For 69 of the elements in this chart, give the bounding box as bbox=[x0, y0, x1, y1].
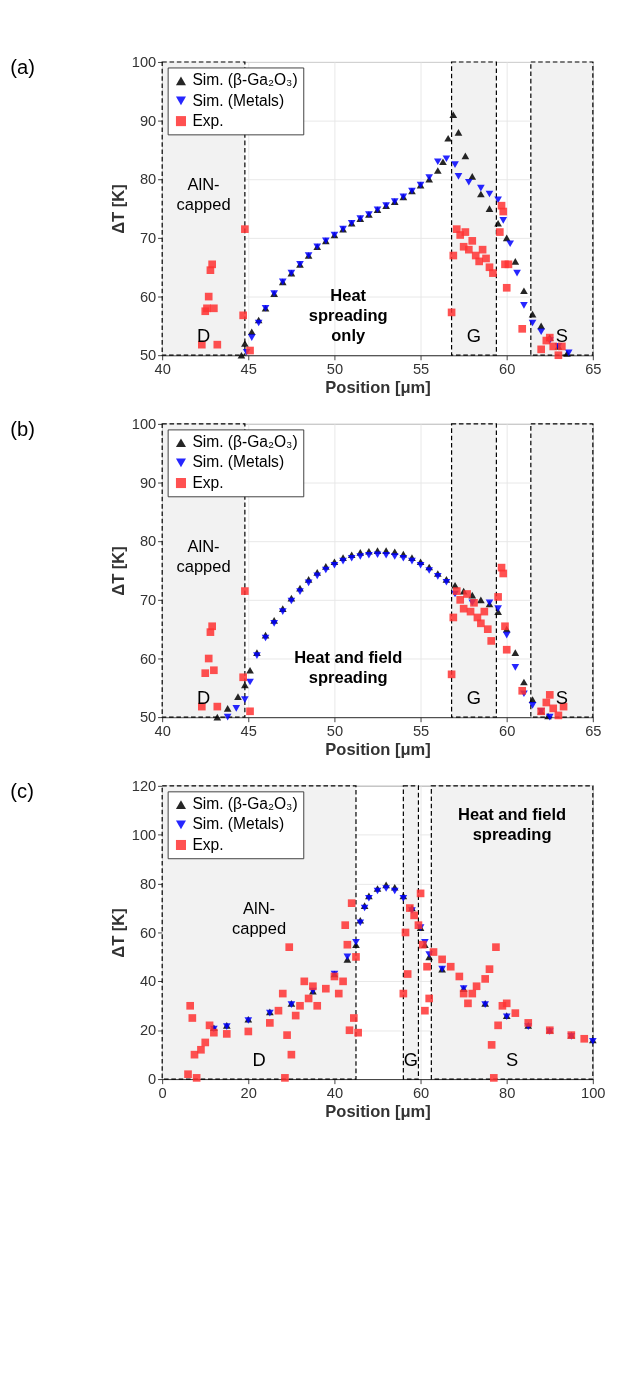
y-tick-label: 40 bbox=[139, 973, 157, 990]
legend-label: Exp. bbox=[192, 835, 224, 853]
annotation: Heat and field spreading bbox=[294, 648, 403, 687]
legend-label: Sim. (Metals) bbox=[192, 815, 285, 833]
x-tick-label: 45 bbox=[240, 722, 257, 739]
x-tick-label: 60 bbox=[412, 1084, 430, 1101]
y-tick-label: 20 bbox=[139, 1022, 157, 1039]
band-label: G bbox=[466, 325, 482, 347]
y-axis-title: ΔT [K] bbox=[109, 546, 128, 596]
x-tick-label: 55 bbox=[412, 361, 430, 377]
x-axis-title: Position [μm] bbox=[325, 1102, 431, 1121]
y-tick-label: 90 bbox=[139, 112, 157, 129]
band-label: G bbox=[403, 1049, 419, 1071]
y-tick-label: 120 bbox=[131, 777, 157, 794]
x-tick-label: 60 bbox=[499, 361, 516, 377]
x-tick-label: 50 bbox=[326, 361, 344, 377]
x-tick-label: 65 bbox=[585, 722, 602, 739]
legend-label: Sim. (Metals) bbox=[192, 91, 285, 109]
chart-title: (b) bbox=[10, 417, 35, 440]
band-label: S bbox=[505, 1049, 519, 1071]
x-tick-label: 60 bbox=[499, 722, 516, 739]
x-axis-title: Position [μm] bbox=[325, 378, 431, 397]
y-tick-label: 60 bbox=[139, 924, 157, 941]
band-label: S bbox=[555, 687, 568, 709]
x-tick-label: 50 bbox=[326, 722, 344, 739]
y-tick-label: 70 bbox=[139, 229, 157, 246]
annotation: Heat spreading only bbox=[308, 286, 388, 345]
annotation: AlN- capped bbox=[176, 174, 231, 213]
x-tick-label: 40 bbox=[326, 1084, 344, 1101]
band-label: D bbox=[252, 1049, 266, 1071]
y-tick-label: 60 bbox=[139, 288, 157, 305]
legend-label: Sim. (β-Ga₂O₃) bbox=[192, 433, 298, 451]
chart-title: (a) bbox=[10, 55, 35, 78]
y-tick-label: 50 bbox=[139, 709, 157, 726]
annotation: AlN- capped bbox=[176, 536, 231, 575]
y-tick-label: 0 bbox=[148, 1071, 157, 1088]
band-label: S bbox=[555, 325, 568, 347]
y-tick-label: 100 bbox=[131, 415, 157, 432]
x-tick-label: 100 bbox=[581, 1084, 606, 1101]
legend-label: Exp. bbox=[192, 473, 224, 491]
legend-label: Sim. (β-Ga₂O₃) bbox=[192, 795, 298, 813]
x-tick-label: 55 bbox=[412, 722, 430, 739]
y-tick-label: 100 bbox=[131, 826, 157, 843]
x-tick-label: 45 bbox=[240, 361, 257, 377]
y-tick-label: 50 bbox=[139, 347, 157, 364]
band-label: D bbox=[196, 687, 211, 709]
legend-label: Sim. (β-Ga₂O₃) bbox=[192, 71, 298, 89]
y-tick-label: 80 bbox=[139, 171, 157, 188]
x-tick-label: 65 bbox=[585, 361, 602, 377]
annotation: Heat and field spreading bbox=[458, 804, 567, 843]
y-axis-title: ΔT [K] bbox=[109, 908, 128, 958]
x-tick-label: 80 bbox=[499, 1084, 516, 1101]
y-tick-label: 80 bbox=[139, 875, 157, 892]
annotation: AlN- capped bbox=[232, 898, 287, 937]
x-tick-label: 40 bbox=[154, 361, 171, 377]
x-tick-label: 40 bbox=[154, 722, 171, 739]
y-tick-label: 100 bbox=[131, 54, 157, 71]
band-label: G bbox=[466, 687, 482, 709]
x-axis-title: Position [μm] bbox=[325, 740, 431, 759]
x-tick-label: 20 bbox=[240, 1084, 257, 1101]
legend-label: Sim. (Metals) bbox=[192, 453, 285, 471]
legend-label: Exp. bbox=[192, 111, 224, 129]
y-tick-label: 60 bbox=[139, 650, 157, 667]
y-tick-label: 80 bbox=[139, 533, 157, 550]
y-tick-label: 70 bbox=[139, 591, 157, 608]
chart-title: (c) bbox=[10, 779, 34, 802]
band-label: D bbox=[196, 325, 211, 347]
y-axis-title: ΔT [K] bbox=[109, 184, 128, 234]
y-tick-label: 90 bbox=[139, 474, 157, 491]
